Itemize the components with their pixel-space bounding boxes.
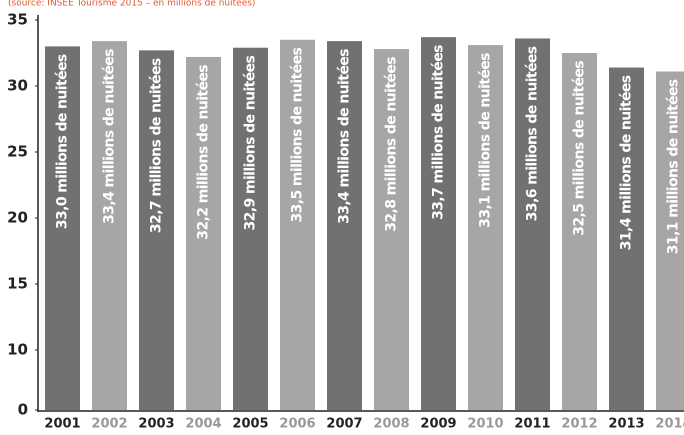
value-label: 31,1 millions de nuitées	[666, 79, 682, 254]
x-tick-label: 2008	[373, 417, 409, 432]
value-label: 32,9 millions de nuitées	[243, 55, 259, 230]
bar	[280, 39, 315, 411]
value-label: 33,0 millions de nuitées	[55, 54, 71, 229]
x-tick-label: 2012	[561, 417, 597, 432]
bar	[515, 38, 550, 410]
value-label: 33,7 millions de nuitées	[431, 45, 447, 220]
value-label: 32,8 millions de nuitées	[384, 57, 400, 232]
y-tick-label: 10	[7, 341, 28, 359]
y-tick-label: 20	[7, 209, 28, 227]
x-tick-label: 2007	[326, 417, 362, 432]
bar	[468, 45, 503, 411]
bar	[139, 50, 174, 411]
y-tick-label: 15	[7, 275, 28, 293]
x-tick-label: 2014	[655, 417, 684, 432]
bar	[656, 71, 684, 410]
bar	[92, 41, 127, 411]
x-tick-label: 2013	[608, 417, 644, 432]
bar	[327, 41, 362, 411]
value-label: 33,4 millions de nuitées	[102, 49, 118, 224]
x-tick-label: 2010	[467, 417, 503, 432]
bar	[421, 37, 456, 410]
chart-subtitle: (source: INSEE Tourisme 2015 – en millio…	[8, 0, 255, 9]
value-label: 32,2 millions de nuitées	[196, 65, 212, 240]
x-tick-label: 2005	[232, 417, 268, 432]
x-tick-label: 2006	[279, 417, 315, 432]
x-tick-label: 2011	[514, 417, 550, 432]
value-label: 32,7 millions de nuitées	[149, 58, 165, 233]
y-tick-label: 30	[7, 77, 28, 95]
x-tick-label: 2004	[185, 417, 221, 432]
value-label: 33,6 millions de nuitées	[525, 46, 541, 221]
y-tick-label: 25	[7, 143, 28, 161]
value-label: 31,4 millions de nuitées	[619, 75, 635, 250]
x-tick-label: 2002	[91, 417, 127, 432]
bar	[609, 67, 644, 411]
y-tick-label: 35	[7, 11, 28, 29]
value-label: 33,4 millions de nuitées	[337, 49, 353, 224]
x-tick-label: 2009	[420, 417, 456, 432]
bar	[233, 47, 268, 410]
bar	[186, 56, 221, 411]
bar	[562, 53, 597, 410]
value-label: 33,5 millions de nuitées	[290, 48, 306, 223]
y-tick-label: 0	[18, 401, 28, 419]
bar	[45, 46, 80, 411]
value-label: 33,1 millions de nuitées	[478, 53, 494, 228]
bar	[374, 49, 409, 410]
x-tick-label: 2001	[44, 417, 80, 432]
value-label: 32,5 millions de nuitées	[572, 61, 588, 236]
x-tick-label: 2003	[138, 417, 174, 432]
